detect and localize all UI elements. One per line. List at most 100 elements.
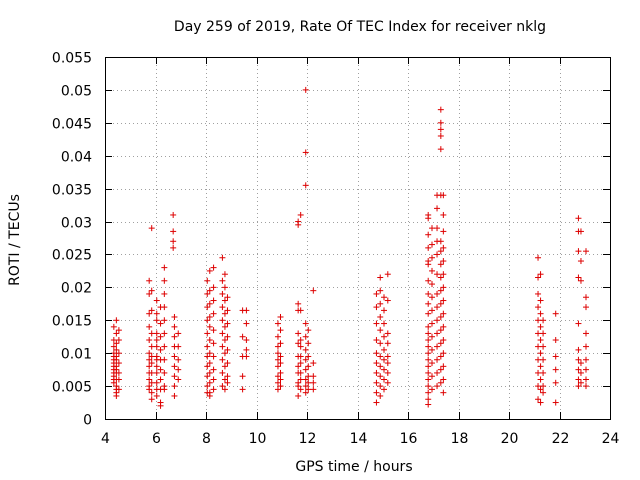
data-point: [161, 277, 168, 284]
data-point: [148, 396, 155, 403]
data-point: [297, 343, 304, 350]
data-point: [221, 297, 228, 304]
data-point: [148, 307, 155, 314]
data-point: [219, 369, 226, 376]
data-point: [146, 310, 153, 317]
data-point: [206, 323, 213, 330]
data-point: [425, 389, 432, 396]
data-point: [157, 346, 164, 353]
y-tick-label: 0.015: [52, 314, 92, 330]
x-tick-label: 20: [501, 431, 519, 447]
data-point: [115, 369, 122, 376]
data-point: [377, 313, 384, 320]
data-point: [305, 363, 312, 370]
y-tick-label: 0.035: [52, 183, 92, 199]
data-point: [204, 277, 211, 284]
data-point: [302, 86, 309, 93]
data-point: [305, 379, 312, 386]
data-point: [440, 310, 447, 317]
data-point: [153, 297, 160, 304]
data-point: [171, 383, 178, 390]
data-point: [115, 386, 122, 393]
data-point: [381, 307, 388, 314]
data-point: [434, 369, 441, 376]
data-point: [381, 346, 388, 353]
data-point: [537, 337, 544, 344]
data-point: [210, 386, 217, 393]
data-point: [302, 182, 309, 189]
chart-title: Day 259 of 2019, Rate Of TEC Index for r…: [174, 19, 546, 35]
data-point: [377, 327, 384, 334]
data-point: [305, 373, 312, 380]
data-point: [210, 327, 217, 334]
data-point: [384, 340, 391, 347]
data-point: [113, 340, 120, 347]
data-point: [577, 379, 584, 386]
data-point: [540, 389, 547, 396]
data-point: [161, 317, 168, 324]
data-point: [243, 353, 250, 360]
data-point: [381, 376, 388, 383]
data-point: [221, 376, 228, 383]
data-point: [204, 373, 211, 380]
data-point: [146, 323, 153, 330]
data-point: [161, 330, 168, 337]
data-point: [425, 231, 432, 238]
data-point: [373, 337, 380, 344]
data-point: [535, 274, 542, 281]
data-point: [537, 310, 544, 317]
data-point: [206, 300, 213, 307]
data-point: [583, 383, 590, 390]
data-point: [425, 290, 432, 297]
data-point: [384, 379, 391, 386]
data-point: [577, 360, 584, 367]
data-point: [575, 274, 582, 281]
data-point: [537, 323, 544, 330]
data-point: [437, 146, 444, 153]
data-point: [219, 343, 226, 350]
data-point: [295, 383, 302, 390]
data-point: [161, 386, 168, 393]
data-point: [535, 317, 542, 324]
x-axis-label: GPS time / hours: [295, 459, 412, 475]
data-point: [110, 343, 117, 350]
data-point: [157, 366, 164, 373]
data-point: [434, 304, 441, 311]
data-point: [428, 360, 435, 367]
data-point: [377, 373, 384, 380]
data-point: [115, 327, 122, 334]
x-tick-label: 18: [451, 431, 469, 447]
data-point: [113, 356, 120, 363]
data-point: [224, 333, 231, 340]
data-point: [221, 363, 228, 370]
data-point: [274, 320, 281, 327]
data-point: [437, 340, 444, 347]
data-point: [277, 353, 284, 360]
data-point: [148, 287, 155, 294]
data-point: [440, 323, 447, 330]
data-point: [110, 337, 117, 344]
data-point: [146, 356, 153, 363]
data-point: [297, 307, 304, 314]
data-point: [440, 192, 447, 199]
data-point: [221, 271, 228, 278]
data-point: [583, 376, 590, 383]
y-tick-label: 0.045: [52, 117, 92, 133]
data-point: [425, 310, 432, 317]
data-point: [437, 353, 444, 360]
data-point: [277, 369, 284, 376]
data-point: [425, 343, 432, 350]
data-point: [204, 290, 211, 297]
data-point: [583, 366, 590, 373]
data-point: [219, 330, 226, 337]
data-point: [302, 333, 309, 340]
data-point: [206, 360, 213, 367]
data-point: [239, 386, 246, 393]
data-point: [157, 402, 164, 409]
data-point: [210, 340, 217, 347]
data-point: [384, 369, 391, 376]
data-point: [425, 277, 432, 284]
y-tick-label: 0.025: [52, 248, 92, 264]
data-point: [540, 343, 547, 350]
data-point: [224, 294, 231, 301]
